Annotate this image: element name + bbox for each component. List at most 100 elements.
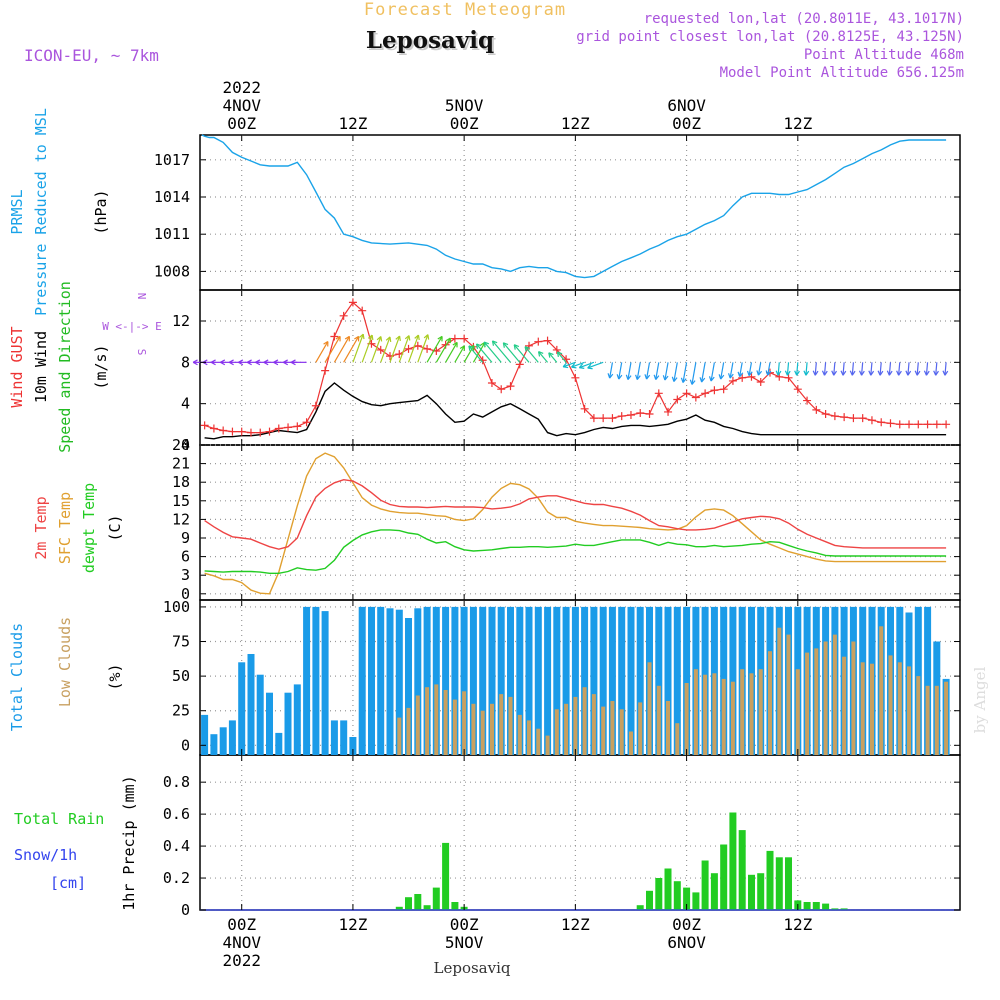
watermark: by Angel — [971, 666, 989, 733]
y-tick-label: 1008 — [154, 262, 190, 280]
total-cloud-bar — [608, 606, 616, 755]
wind-direction-arrow — [748, 362, 753, 376]
wind-direction-arrowhead — [662, 375, 669, 381]
requested-coords: requested lon,lat (20.8011E, 43.1017N) — [644, 11, 964, 27]
gust-marker — [228, 427, 237, 436]
wind-panel-labels: Wind GUST 10m Wind Speed and Direction (… — [8, 281, 162, 453]
y-tick-label: 0.4 — [163, 837, 190, 855]
low-cloud-bar — [805, 652, 810, 755]
total-cloud-bar — [627, 606, 635, 755]
top-time-label: 12Z — [561, 114, 590, 133]
wind-direction-arrow — [502, 342, 521, 363]
total-cloud-bar — [303, 606, 311, 755]
gust-marker — [840, 413, 849, 422]
total-cloud-bar — [655, 606, 663, 755]
temp-panel-labels: 2m Temp SFC Temp dewpt Temp (C) — [32, 483, 124, 573]
wind-direction-arrowhead — [896, 370, 902, 376]
wind-direction-arrowhead — [803, 370, 810, 376]
rain-bar — [683, 887, 691, 910]
low-cloud-bar — [415, 695, 420, 755]
gust-marker — [543, 336, 552, 345]
wind-direction-arrowhead — [858, 370, 865, 376]
top-time-label: 6NOV — [667, 96, 706, 115]
total-cloud-bar — [924, 606, 932, 755]
rain-bar — [822, 903, 830, 910]
gust-marker — [330, 332, 339, 341]
wind-direction-arrow — [907, 362, 910, 376]
wind-direction-arrowhead — [625, 374, 632, 380]
wind-direction-arrow — [315, 341, 329, 363]
gust-marker — [302, 418, 311, 427]
top-time-label: 12Z — [783, 114, 812, 133]
temp-2m-line — [204, 478, 947, 550]
wind-direction-arrowhead — [513, 344, 520, 350]
wind-direction-arrow — [823, 362, 827, 376]
gust-marker — [803, 396, 812, 405]
bottom-time-label: 12Z — [783, 915, 812, 934]
wind-direction-arrow — [898, 362, 901, 376]
low-cloud-bar — [693, 669, 698, 755]
rain-bar — [840, 908, 848, 910]
rain-bar — [442, 842, 450, 910]
wind-direction-arrowhead — [385, 336, 392, 342]
total-cloud-bar — [386, 608, 394, 755]
y-tick-label: 0 — [181, 436, 190, 454]
low-cloud-bar — [832, 634, 837, 755]
wind-direction-arrowhead — [548, 352, 554, 358]
gust-marker — [200, 421, 209, 430]
y-tick-label: 6 — [181, 548, 190, 566]
gust-marker — [580, 404, 589, 413]
pressure-unit: (hPa) — [92, 189, 110, 234]
wind-direction-arrow — [483, 341, 502, 363]
wind-direction-arrow — [916, 362, 919, 376]
wind-direction-arrowhead — [192, 359, 198, 366]
wind-direction-arrowhead — [877, 370, 884, 376]
total-cloud-bar — [525, 606, 533, 755]
low-cloud-bar — [879, 626, 884, 755]
wind-direction-arrowhead — [849, 370, 856, 376]
low-cloud-bar — [814, 648, 819, 755]
wind-direction-arrowhead — [933, 370, 939, 376]
low-cloud-bar — [656, 685, 661, 755]
y-tick-label: 15 — [172, 492, 190, 510]
rain-bar — [655, 878, 663, 910]
wind-direction-arrowhead — [255, 359, 261, 366]
wind-direction-arrowhead — [886, 370, 893, 376]
total-rain-label: Total Rain — [14, 810, 104, 828]
wind-direction-arrowhead — [905, 370, 912, 376]
gust-marker — [450, 334, 459, 343]
pressure-line — [201, 134, 947, 279]
gust-marker — [747, 372, 756, 381]
wind-10m-label: 10m Wind — [32, 331, 50, 403]
wind-direction-arrowhead — [775, 370, 782, 376]
sfc-temp-line — [204, 452, 947, 595]
wind-direction-arrow — [664, 362, 669, 381]
top-time-label: 00Z — [450, 114, 479, 133]
low-cloud-bar — [629, 731, 633, 755]
gust-marker — [682, 389, 691, 398]
rain-bar — [414, 894, 422, 910]
wind-direction-arrowhead — [210, 359, 216, 366]
gust-marker — [756, 377, 765, 386]
y-tick-label: 4 — [181, 395, 190, 413]
wind-direction-arrowhead — [616, 374, 623, 380]
rain-bar — [757, 873, 765, 910]
wind-direction-arrow — [925, 362, 929, 376]
wind-direction-arrow — [524, 346, 539, 363]
wind-direction-arrowhead — [746, 370, 753, 377]
footer-station: Leposaviq — [434, 959, 511, 977]
data-marks — [192, 134, 960, 911]
total-cloud-bar — [219, 727, 227, 755]
wind-direction-arrow — [472, 342, 486, 363]
wind-direction-arrow — [468, 345, 484, 363]
gust-marker — [886, 419, 895, 428]
gust-marker — [710, 386, 719, 395]
low-cloud-bar — [610, 701, 615, 755]
rain-bar — [775, 857, 783, 910]
wind-direction-arrow — [333, 336, 350, 363]
low-cloud-bar — [786, 634, 791, 755]
wind-direction-arrowhead — [502, 342, 509, 348]
wind-direction-arrowhead — [756, 370, 763, 376]
wind-direction-arrow — [343, 336, 360, 363]
snow-unit-label: [cm] — [50, 874, 86, 892]
